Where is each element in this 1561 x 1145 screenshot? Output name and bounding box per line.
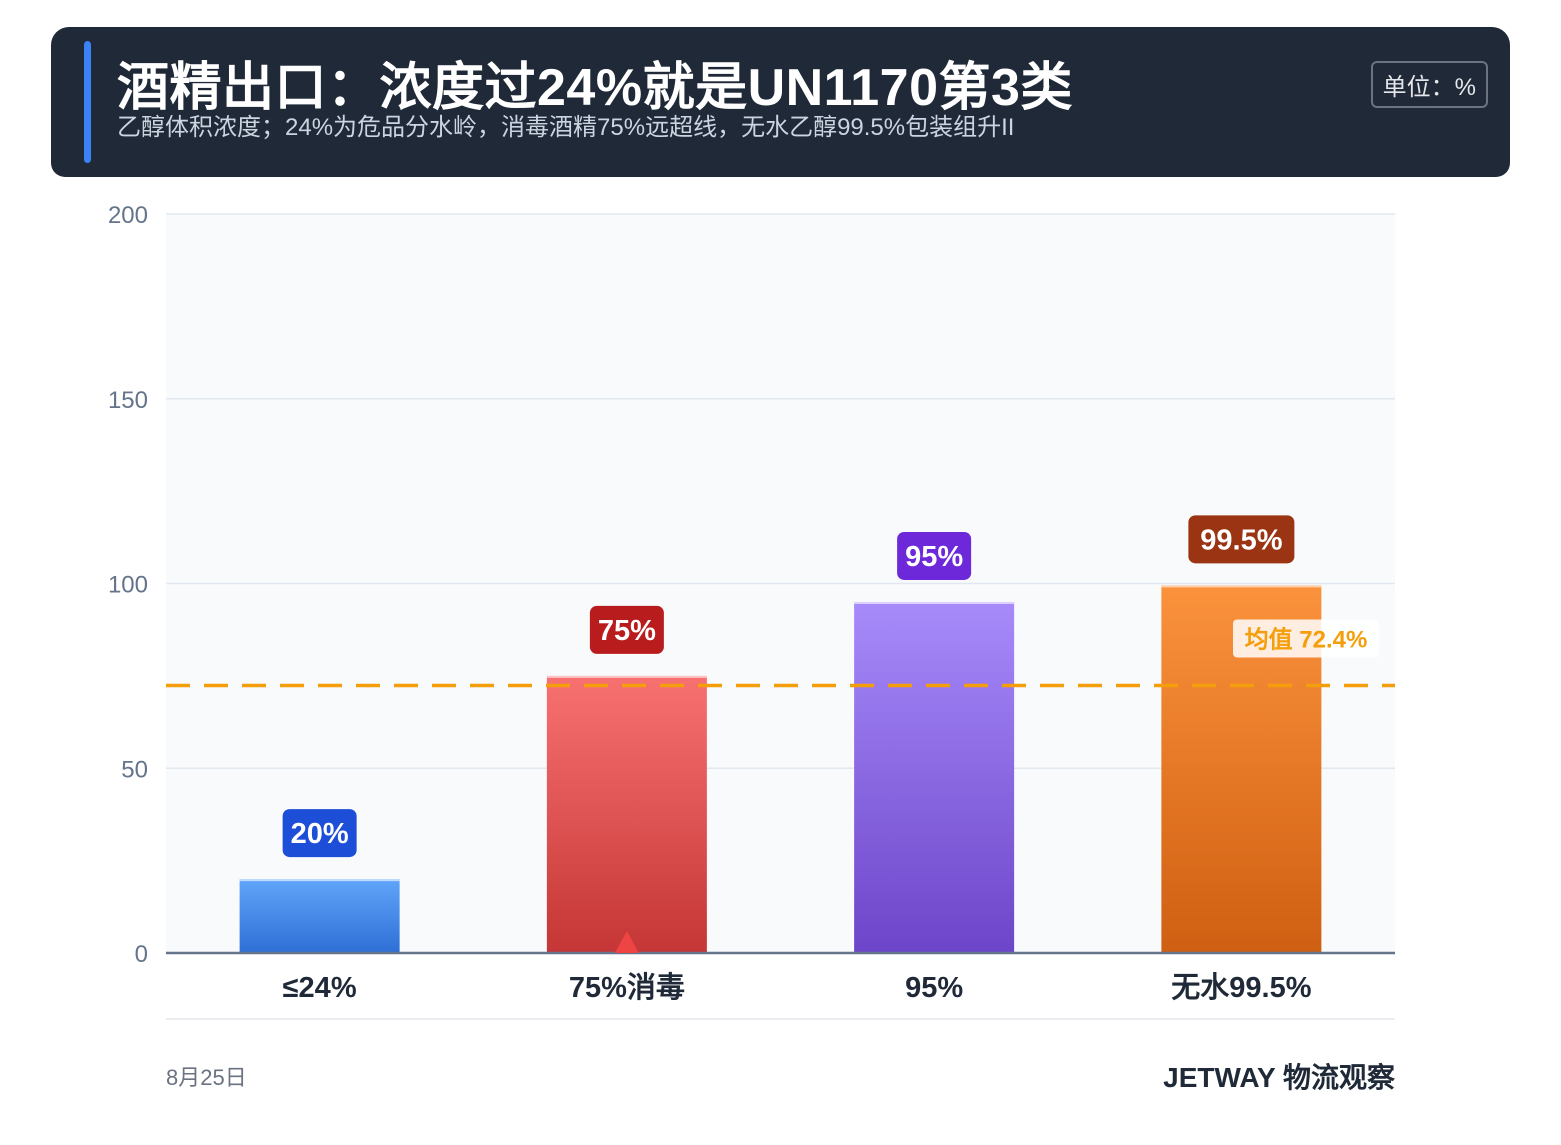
data-label-bg bbox=[282, 809, 357, 858]
x-tick-label: 无水99.5% bbox=[1171, 971, 1311, 1004]
unit-badge: 单位：% bbox=[1370, 61, 1488, 108]
chart-subtitle: 乙醇体积浓度；24%为危品分水岭，消毒酒精75%远超线，无水乙醇99.5%包装组… bbox=[117, 114, 1015, 141]
header-accent-bar bbox=[84, 41, 91, 163]
y-tick-label: 150 bbox=[108, 387, 148, 414]
y-tick-label: 200 bbox=[108, 202, 148, 229]
footer-date: 8月25日 bbox=[166, 1065, 247, 1090]
highlight-marker bbox=[614, 931, 639, 953]
chart-title: 酒精出口：浓度过24%就是UN1170第3类 bbox=[117, 59, 1073, 117]
bar bbox=[546, 675, 707, 953]
data-label: 99.5% bbox=[1200, 524, 1282, 556]
footer-brand: JETWAY 物流观察 bbox=[1163, 1062, 1395, 1093]
data-labels: 20% 75% 95% 99.5% bbox=[282, 515, 1295, 858]
x-tick-label: 75%消毒 bbox=[569, 971, 685, 1004]
data-label: 20% bbox=[291, 818, 349, 850]
bar bbox=[239, 879, 400, 953]
bar bbox=[854, 601, 1015, 953]
y-tick-label: 50 bbox=[121, 756, 148, 783]
y-tick-label: 100 bbox=[108, 572, 148, 599]
data-label: 75% bbox=[598, 615, 656, 647]
y-tick-label: 0 bbox=[135, 941, 148, 968]
data-label-bg bbox=[1188, 515, 1295, 564]
data-label-bg bbox=[897, 531, 972, 580]
x-tick-label: ≤24% bbox=[283, 972, 357, 1004]
x-tick-labels: ≤24% 75%消毒 95% 无水99.5% bbox=[283, 931, 1312, 1004]
mean-label-bg bbox=[1233, 619, 1379, 658]
mean-line-label: 均值 72.4% bbox=[1245, 625, 1368, 653]
data-label-bg bbox=[589, 605, 664, 654]
mean-line-group: 均值 72.4% bbox=[166, 619, 1395, 688]
header-banner: 酒精出口：浓度过24%就是UN1170第3类 乙醇体积浓度；24%为危品分水岭，… bbox=[51, 27, 1510, 177]
y-tick-labels: 0 50 100 150 200 bbox=[108, 202, 148, 968]
data-label: 95% bbox=[905, 541, 963, 573]
x-tick-label: 95% bbox=[905, 972, 963, 1004]
